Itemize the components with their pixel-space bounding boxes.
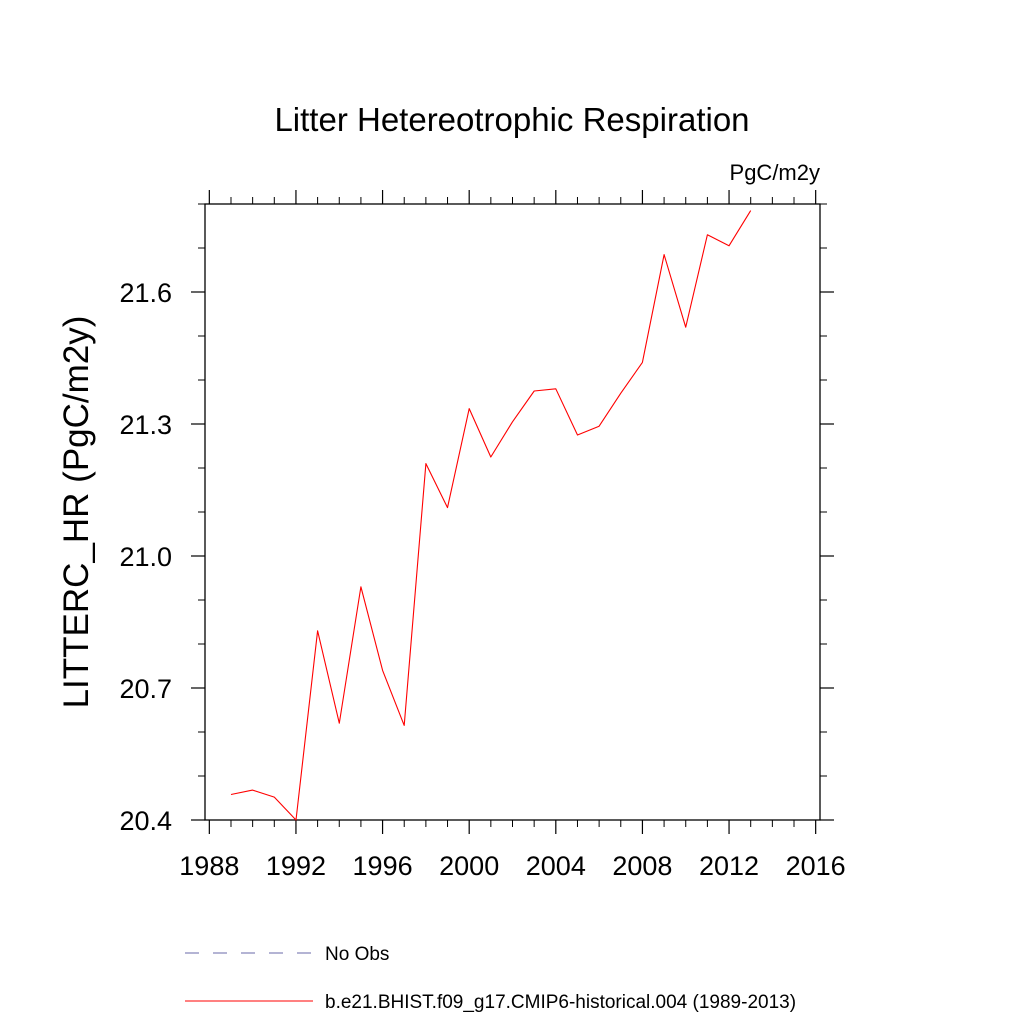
- y-tick-label: 21.6: [119, 278, 172, 308]
- x-tick-label: 2016: [786, 851, 846, 881]
- legend-label-no-obs: No Obs: [325, 944, 389, 965]
- x-tick-label: 1988: [179, 851, 239, 881]
- x-tick-label: 1996: [353, 851, 413, 881]
- y-tick-label: 20.4: [119, 806, 172, 836]
- legend: No Obs b.e21.BHIST.f09_g17.CMIP6-histori…: [185, 944, 796, 1013]
- y-tick-label: 21.0: [119, 542, 172, 572]
- axis-ticks: [191, 190, 834, 834]
- x-tick-labels: 1988 1992 1996 2000 2004 2008 2012 2016: [179, 851, 845, 881]
- x-tick-label: 2004: [526, 851, 586, 881]
- chart-title: Litter Hetereotrophic Respiration: [274, 101, 749, 138]
- x-tick-label: 2008: [612, 851, 672, 881]
- legend-label-model: b.e21.BHIST.f09_g17.CMIP6-historical.004…: [325, 992, 796, 1013]
- x-tick-label: 2000: [439, 851, 499, 881]
- x-tick-label: 1992: [266, 851, 326, 881]
- plot-frame: [204, 203, 821, 821]
- y-tick-label: 21.3: [119, 410, 172, 440]
- units-label: PgC/m2y: [730, 160, 820, 185]
- y-axis-label: LITTERC_HR (PgC/m2y): [57, 316, 96, 709]
- x-tick-label: 2012: [699, 851, 759, 881]
- series-line: [230, 210, 752, 821]
- series-group: [230, 210, 752, 821]
- y-tick-labels: 20.4 20.7 21.0 21.3 21.6: [119, 278, 172, 836]
- y-tick-label: 20.7: [119, 674, 172, 704]
